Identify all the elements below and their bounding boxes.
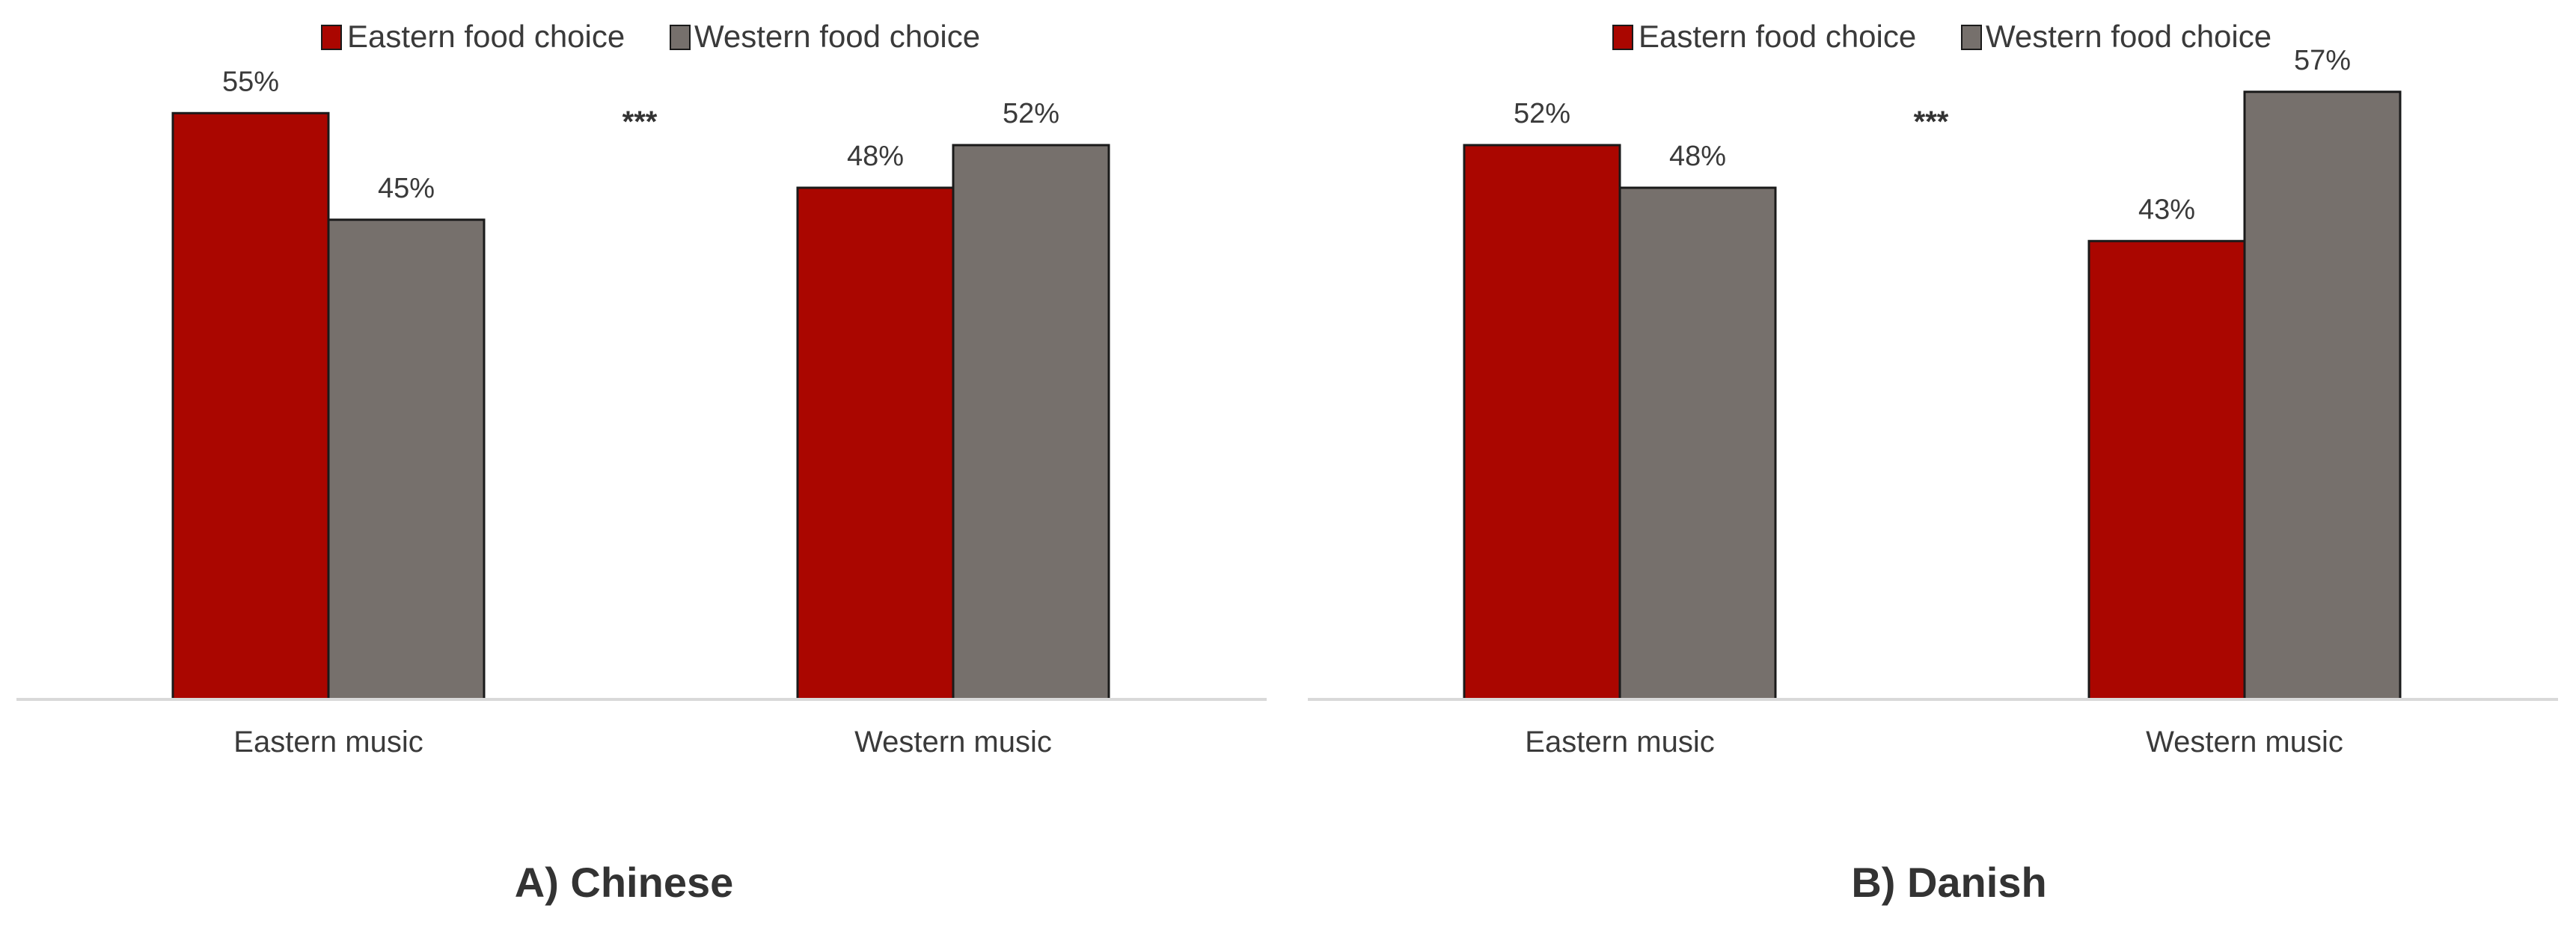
data-label-eastern-food-choice-western-music: 43%	[2138, 194, 2195, 225]
legend-label-eastern-food: Eastern food choice	[1639, 19, 1916, 54]
bar-western-food-choice-western-music	[952, 144, 1110, 701]
data-label-western-food-choice-western-music: 57%	[2294, 45, 2351, 76]
legend-label-eastern-food: Eastern food choice	[347, 19, 625, 54]
data-label-eastern-food-choice-western-music: 48%	[847, 141, 904, 172]
panel-title: A) Chinese	[515, 859, 734, 906]
legend-swatch-eastern-food	[321, 25, 342, 50]
bar-western-food-choice-eastern-music	[327, 218, 486, 701]
value-labels: 52% 48% 43% 57%	[1514, 45, 2351, 226]
bar-western-food-choice-eastern-music	[1618, 186, 1777, 701]
legend-swatch-eastern-food	[1612, 25, 1633, 50]
category-label-western-music: Western music	[2146, 726, 2343, 758]
bars	[1463, 91, 2402, 701]
data-label-western-food-choice-western-music: 52%	[1003, 98, 1059, 129]
bar-eastern-food-choice-eastern-music	[171, 111, 330, 701]
data-label-western-food-choice-eastern-music: 45%	[378, 173, 435, 204]
chart-panel-danish: Eastern food choice Western food choice …	[1308, 19, 2558, 906]
significance-marker: ***	[622, 105, 658, 138]
bars	[171, 111, 1110, 701]
panel-title: B) Danish	[1851, 859, 2046, 906]
bar-western-food-choice-western-music	[2243, 91, 2402, 701]
bar-eastern-food-choice-eastern-music	[1463, 144, 1621, 701]
legend: Eastern food choice Western food choice	[321, 19, 980, 54]
data-label-eastern-food-choice-eastern-music: 55%	[222, 66, 279, 97]
bar-eastern-food-choice-western-music	[2087, 239, 2246, 701]
legend-swatch-western-food	[670, 25, 691, 50]
significance-marker: ***	[1914, 105, 1949, 138]
data-label-western-food-choice-eastern-music: 48%	[1669, 141, 1726, 172]
category-label-eastern-music: Eastern music	[233, 726, 423, 758]
category-label-western-music: Western music	[854, 726, 1052, 758]
data-label-eastern-food-choice-eastern-music: 52%	[1514, 98, 1570, 129]
bar-eastern-food-choice-western-music	[796, 186, 955, 701]
chart-panel-chinese: Eastern food choice Western food choice …	[16, 19, 1267, 906]
value-labels: 55% 45% 48% 52%	[222, 66, 1059, 204]
legend-label-western-food: Western food choice	[1986, 19, 2271, 54]
legend-swatch-western-food	[1961, 25, 1982, 50]
legend: Eastern food choice Western food choice	[1612, 19, 2271, 54]
category-label-eastern-music: Eastern music	[1525, 726, 1714, 758]
legend-label-western-food: Western food choice	[694, 19, 980, 54]
